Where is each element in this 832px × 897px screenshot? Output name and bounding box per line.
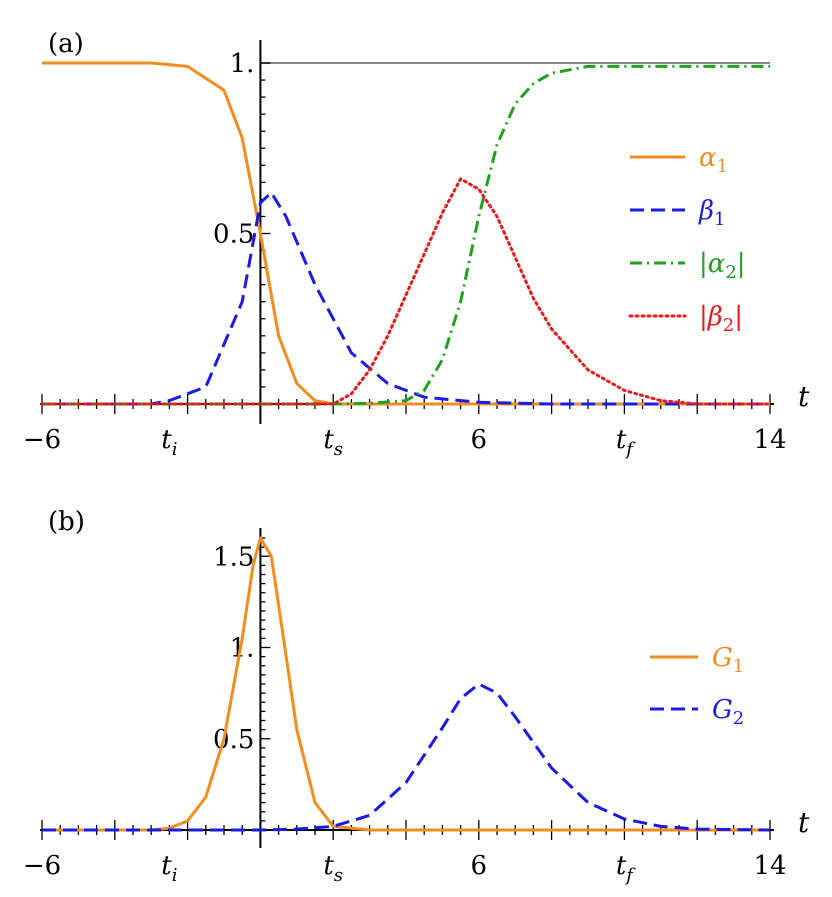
x-tick-label: −6 [23, 425, 61, 455]
legend-label: G1 [712, 643, 744, 677]
series-line-3 [42, 64, 770, 406]
series-line-1 [42, 61, 770, 406]
x-tick-label: tf [616, 851, 636, 886]
x-axis-label: t [798, 806, 810, 839]
x-tick-label: 14 [753, 851, 786, 881]
legend-label: β1 [698, 196, 725, 230]
panel-a: (a) −6 ti ts 6 tf 14 0.5 1. t α1 β1 |α2| |β2| [23, 29, 810, 460]
x-tick-label: 6 [471, 425, 488, 455]
legend-label: G2 [712, 695, 744, 729]
y-tick-label: 1. [230, 49, 255, 79]
series-line-2 [42, 682, 771, 832]
x-tick-label: −6 [23, 851, 61, 881]
series-line-2 [42, 191, 770, 406]
x-tick-label: tf [616, 425, 636, 460]
x-tick-label: ts [323, 851, 343, 886]
panel-label: (b) [48, 507, 85, 537]
x-axis-label: t [798, 380, 810, 413]
series-line-1 [42, 536, 770, 832]
y-tick-label: 0.5 [213, 220, 254, 250]
legend-label: α1 [699, 143, 728, 177]
y-tick-label: 1.5 [213, 542, 254, 572]
x-tick-label: ti [161, 851, 177, 886]
x-tick-label: 6 [471, 851, 488, 881]
panel-label: (a) [48, 29, 84, 59]
x-tick-label: ti [161, 425, 177, 460]
legend-label: |α2| [699, 249, 746, 283]
legend-label: |β2| [699, 302, 743, 336]
x-tick-label: 14 [753, 425, 786, 455]
series-line-4 [40, 177, 772, 406]
x-tick-label: ts [323, 425, 343, 460]
